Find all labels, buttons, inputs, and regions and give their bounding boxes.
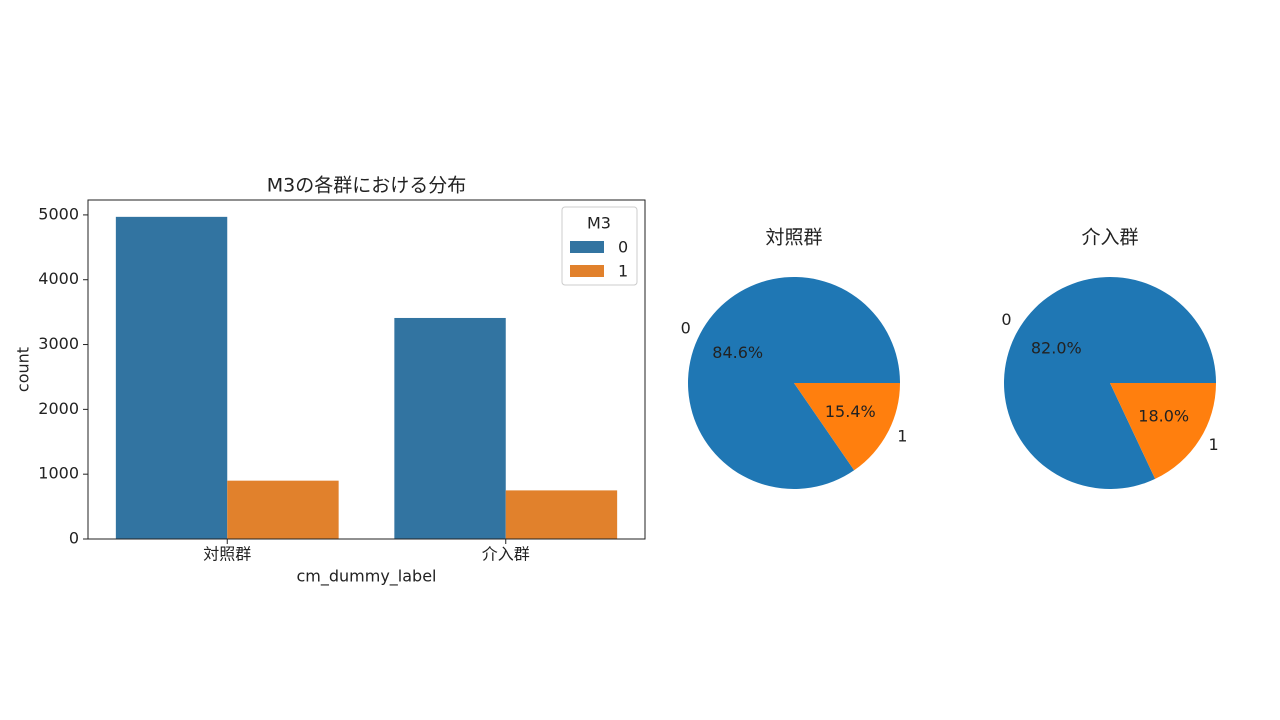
bar <box>394 317 506 539</box>
bar <box>505 490 618 539</box>
x-axis-label: cm_dummy_label <box>296 567 436 587</box>
y-tick-label: 1000 <box>38 464 79 483</box>
plot-frame <box>87 199 646 540</box>
pie-slice <box>794 383 900 471</box>
pie-title: 対照群 <box>765 227 822 249</box>
legend-swatch <box>570 265 604 277</box>
chart-title: M3の各群における分布 <box>267 175 466 197</box>
slice-value-label: 15.4% <box>825 402 876 421</box>
slice-label: 1 <box>897 427 907 446</box>
x-tick-label: 対照群 <box>203 545 251 564</box>
pie-title: 介入群 <box>1081 227 1138 249</box>
slice-label: 0 <box>1001 310 1011 329</box>
slice-label: 1 <box>1208 435 1218 454</box>
legend-swatch <box>570 241 604 253</box>
pie-slice <box>1110 383 1216 479</box>
y-axis-label: count <box>14 347 33 392</box>
slice-value-label: 82.0% <box>1031 338 1082 357</box>
slice-label: 0 <box>681 318 691 337</box>
x-tick-label: 介入群 <box>482 545 530 564</box>
y-tick-label: 0 <box>69 529 79 548</box>
bar <box>227 480 339 539</box>
legend-label: 1 <box>618 262 628 281</box>
y-tick-label: 4000 <box>38 269 79 288</box>
slice-value-label: 84.6% <box>712 343 763 362</box>
bar <box>115 216 228 539</box>
y-tick-label: 5000 <box>38 204 79 223</box>
y-tick-label: 3000 <box>38 334 79 353</box>
legend-title: M3 <box>587 214 611 233</box>
slice-value-label: 18.0% <box>1138 407 1189 426</box>
y-tick-label: 2000 <box>38 399 79 418</box>
legend-label: 0 <box>618 238 628 257</box>
